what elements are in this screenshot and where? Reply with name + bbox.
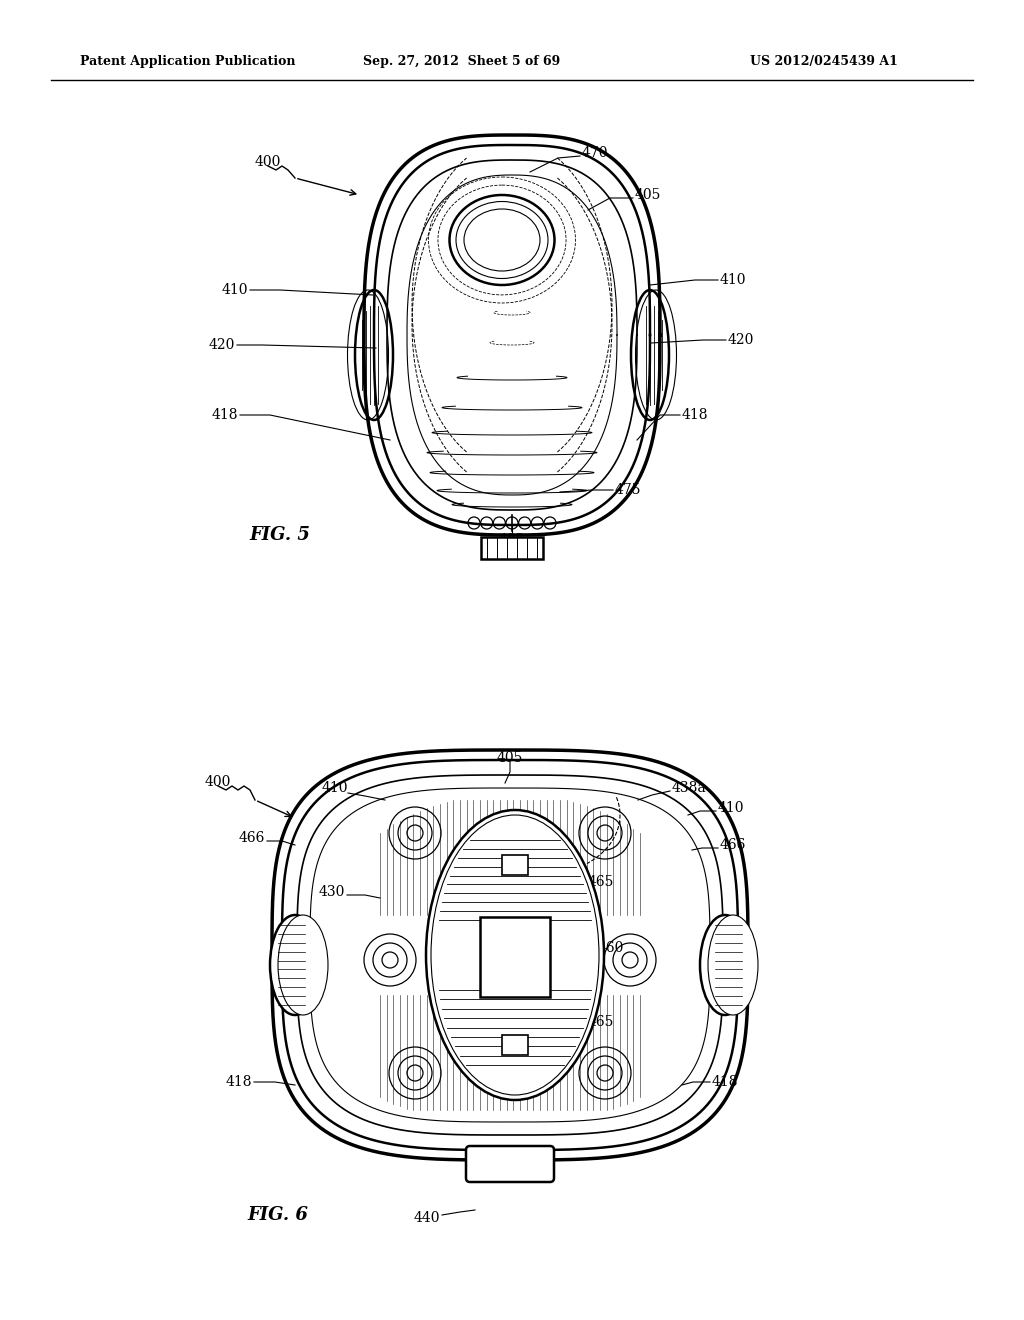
Text: 440: 440: [414, 1210, 440, 1225]
Text: 465: 465: [588, 1015, 614, 1030]
Text: 400: 400: [255, 154, 282, 169]
Text: 410: 410: [322, 781, 348, 795]
Text: 438a: 438a: [672, 781, 707, 795]
Text: 470: 470: [582, 147, 608, 160]
Text: Patent Application Publication: Patent Application Publication: [80, 55, 296, 69]
Text: 418: 418: [212, 408, 238, 422]
Text: 466: 466: [239, 832, 265, 845]
Text: 410: 410: [718, 801, 744, 814]
Text: 466: 466: [720, 838, 746, 851]
Text: 405: 405: [635, 187, 662, 202]
Ellipse shape: [450, 195, 555, 285]
Ellipse shape: [278, 915, 328, 1015]
Text: 418: 418: [225, 1074, 252, 1089]
FancyBboxPatch shape: [466, 1146, 554, 1181]
Ellipse shape: [708, 915, 758, 1015]
Ellipse shape: [270, 915, 319, 1015]
Ellipse shape: [426, 810, 604, 1100]
Text: FIG. 5: FIG. 5: [250, 525, 310, 544]
Text: Sep. 27, 2012  Sheet 5 of 69: Sep. 27, 2012 Sheet 5 of 69: [364, 55, 560, 69]
Text: 420: 420: [728, 333, 755, 347]
Bar: [502, 855, 528, 875]
Text: 418: 418: [682, 408, 709, 422]
Bar: [481, 537, 543, 558]
Text: 405: 405: [497, 751, 523, 766]
Text: 430: 430: [318, 884, 345, 899]
Text: 400: 400: [205, 775, 231, 789]
Text: 410: 410: [720, 273, 746, 286]
Text: 418: 418: [712, 1074, 738, 1089]
Text: 460: 460: [598, 941, 625, 954]
Text: 420: 420: [209, 338, 234, 352]
Bar: [502, 1035, 528, 1055]
Ellipse shape: [700, 915, 750, 1015]
Text: 475: 475: [615, 483, 641, 498]
Text: 465: 465: [588, 875, 614, 888]
Bar: [480, 917, 550, 997]
Text: FIG. 6: FIG. 6: [248, 1206, 308, 1224]
Text: 410: 410: [221, 282, 248, 297]
Text: US 2012/0245439 A1: US 2012/0245439 A1: [750, 55, 898, 69]
Text: 485: 485: [499, 533, 525, 546]
